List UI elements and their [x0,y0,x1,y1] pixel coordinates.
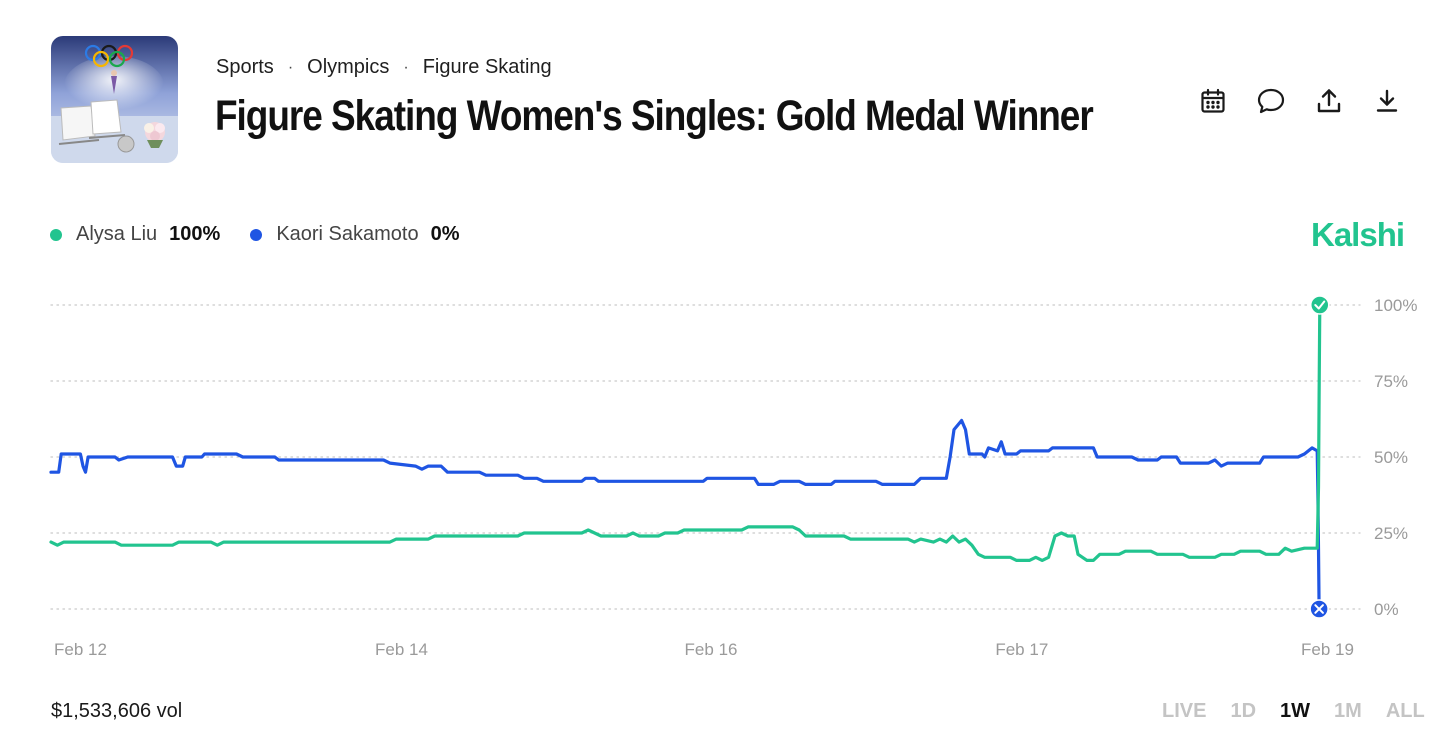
legend-name: Alysa Liu [76,223,158,245]
x-tick-label: Feb 12 [54,640,107,659]
legend-dot-blue [250,228,263,241]
price-chart: 0% 25% 50% 75% 100% Feb 12 Feb 14 Feb 16 Feb 17… [49,295,1417,659]
breadcrumb-separator: · [287,58,294,76]
x-tick-label: Feb 17 [995,640,1048,659]
legend-item-kaori-sakamoto[interactable]: Kaori Sakamoto 0% [250,223,460,246]
y-tick-label: 0% [1374,600,1399,619]
close-icon [1314,604,1324,614]
time-range-selector: LIVE 1D 1W 1M ALL [1162,700,1425,723]
range-1d-button[interactable]: 1D [1230,700,1257,722]
check-icon [1314,300,1326,310]
volume-label: $1,533,606 vol [51,700,183,722]
y-tick-label: 75% [1374,372,1408,391]
y-axis: 0% 25% 50% 75% 100% [1374,296,1417,619]
y-tick-label: 100% [1374,296,1417,315]
resolved-yes-marker [1310,295,1330,315]
y-tick-label: 50% [1374,448,1408,467]
x-axis: Feb 12 Feb 14 Feb 16 Feb 17 Feb 19 [54,640,1354,659]
legend-dot-green [50,228,62,241]
market-thumbnail [51,36,178,163]
kalshi-logo: Kalshi [1311,216,1405,253]
legend-value: 100% [169,223,221,245]
share-button[interactable] [1312,84,1345,117]
breadcrumb-sports[interactable]: Sports [216,56,274,78]
share-icon [1317,88,1340,112]
comments-button[interactable] [1254,84,1287,117]
series-line-alysa-liu [49,303,1322,562]
series-line-kaori-sakamoto [49,418,1321,611]
x-tick-label: Feb 14 [375,640,428,659]
chart-legend: Alysa Liu 100% Kaori Sakamoto 0% [50,223,490,246]
chart-series [49,303,1322,611]
calendar-icon [1200,88,1225,113]
legend-value: 0% [430,223,460,245]
legend-item-alysa-liu[interactable]: Alysa Liu 100% [50,223,220,246]
breadcrumb-figure-skating[interactable]: Figure Skating [422,56,552,78]
breadcrumb: Sports · Olympics · Figure Skating [216,56,552,79]
range-live-button[interactable]: LIVE [1162,700,1207,722]
range-1m-button[interactable]: 1M [1334,700,1362,722]
page-title: Figure Skating Women's Singles: Gold Med… [215,92,1094,140]
toolbar [1196,84,1403,117]
x-tick-label: Feb 19 [1301,640,1354,659]
y-tick-label: 25% [1374,524,1408,543]
legend-name: Kaori Sakamoto [276,223,419,245]
resolved-no-marker [1309,599,1329,619]
breadcrumb-olympics[interactable]: Olympics [307,56,390,78]
range-1w-button[interactable]: 1W [1280,700,1311,722]
calendar-button[interactable] [1196,84,1229,117]
range-all-button[interactable]: ALL [1385,700,1425,722]
x-tick-label: Feb 16 [685,640,738,659]
chart-markers [1309,295,1330,619]
comment-icon [1257,88,1284,113]
marker-circle [1310,295,1330,315]
chart-grid [50,304,1361,610]
breadcrumb-separator: · [403,58,409,76]
download-icon [1376,89,1397,112]
download-button[interactable] [1370,84,1403,117]
